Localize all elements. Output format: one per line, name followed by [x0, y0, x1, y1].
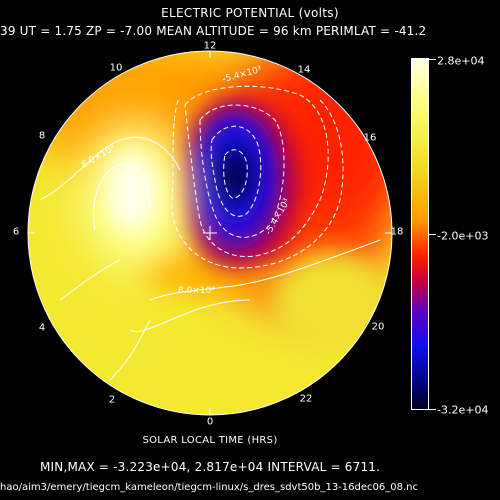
hour-label-16: 16: [363, 132, 377, 144]
potential-field: [28, 51, 392, 415]
negative-contours: [171, 85, 344, 269]
hour-ticks: [28, 51, 392, 415]
contour-lines: [39, 136, 381, 381]
colorbar-min-label: -3.2e+04: [437, 403, 489, 417]
colorbar-max-label: 2.8e+04: [437, 54, 485, 68]
hour-label-0: 0: [206, 416, 214, 428]
x-axis-label: SOLAR LOCAL TIME (HRS): [142, 435, 278, 446]
file-path: hao/aim3/emery/tiegcm_kameleon/tiegcm-li…: [0, 482, 418, 493]
colorbar: [411, 58, 429, 410]
hour-label-18: 18: [390, 226, 404, 238]
minmax-info: MIN,MAX = -3.223e+04, 2.817e+04 INTERVAL…: [40, 460, 381, 474]
hour-label-2: 2: [108, 394, 116, 406]
hour-label-22: 22: [299, 393, 313, 405]
hour-label-20: 20: [371, 321, 385, 333]
hour-label-8: 8: [38, 130, 46, 142]
hour-label-6: 6: [12, 226, 20, 238]
hour-label-14: 14: [297, 64, 311, 76]
plot-parameters: 39 UT = 1.75 ZP = -7.00 MEAN ALTITUDE = …: [0, 24, 427, 38]
colorbar-mid-label: -2.0e+03: [437, 229, 489, 243]
hour-label-12: 12: [203, 40, 217, 52]
plot-title: ELECTRIC POTENTIAL (volts): [161, 6, 339, 20]
hour-label-10: 10: [109, 62, 123, 74]
hour-label-4: 4: [38, 322, 46, 334]
contour-label: 8.0×10³: [178, 286, 215, 296]
